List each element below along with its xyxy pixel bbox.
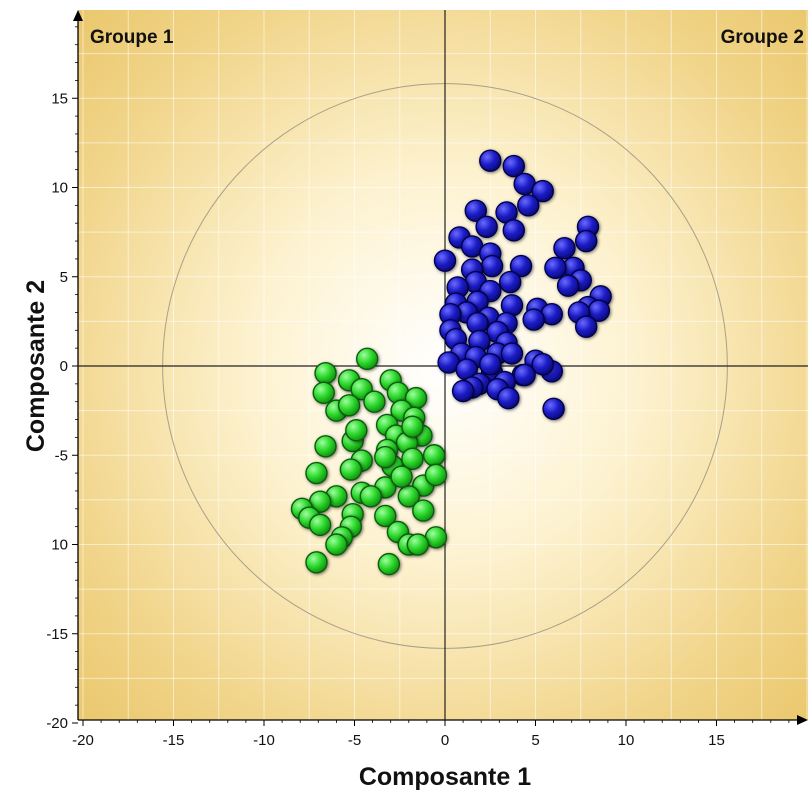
green-point <box>374 445 397 469</box>
blue-point <box>451 379 475 403</box>
blue-point <box>479 353 502 376</box>
group-2-label: Groupe 2 <box>721 27 804 48</box>
green-point <box>359 485 382 508</box>
green-point <box>390 465 413 488</box>
blue-point <box>500 342 524 365</box>
green-point <box>314 435 337 458</box>
blue-point <box>509 254 533 278</box>
blue-point <box>502 219 525 242</box>
green-point <box>374 504 397 528</box>
x-tick-label: 5 <box>531 732 539 749</box>
blue-point <box>433 249 457 272</box>
green-point <box>339 458 363 481</box>
x-tick-label: 10 <box>618 732 635 749</box>
x-tick-label: -20 <box>72 732 94 749</box>
blue-point <box>475 215 498 238</box>
blue-point <box>517 194 540 217</box>
green-point <box>355 347 379 371</box>
blue-point <box>479 149 502 172</box>
blue-point <box>544 256 567 280</box>
green-point <box>377 552 401 576</box>
green-point <box>314 361 337 385</box>
y-tick-label: -5 <box>55 447 68 464</box>
y-tick-label: -20 <box>46 715 68 732</box>
green-point <box>406 533 430 556</box>
green-point <box>401 447 424 471</box>
y-tick-label: -15 <box>46 626 68 643</box>
x-axis-arrow <box>797 715 808 725</box>
blue-point <box>542 397 565 421</box>
green-point <box>401 415 424 438</box>
green-point <box>412 499 435 522</box>
blue-point <box>464 199 487 222</box>
y-tick-label: 10 <box>51 537 68 554</box>
y-tick-label: 0 <box>60 358 68 375</box>
blue-point <box>553 236 576 260</box>
blue-point <box>513 363 536 387</box>
x-tick-label: -10 <box>253 732 275 749</box>
x-axis-title: Composante 1 <box>359 763 531 791</box>
blue-point <box>556 274 580 297</box>
green-point <box>363 390 386 413</box>
blue-point <box>522 308 545 331</box>
green-point <box>422 444 446 467</box>
blue-point <box>498 270 522 294</box>
blue-point <box>480 254 504 278</box>
x-tick-label: -15 <box>163 732 185 749</box>
green-point <box>345 419 368 442</box>
green-point <box>312 381 335 404</box>
x-tick-label: -5 <box>348 732 361 749</box>
ticks: -20 -15 -10 -5 0 5 10 15 -20 -15 10 -5 0 5 10 15 <box>46 26 790 749</box>
y-tick-label: 10 <box>51 180 68 197</box>
blue-point <box>497 386 520 410</box>
blue-point <box>531 353 554 376</box>
x-tick-label: 0 <box>441 732 449 749</box>
y-axis-title: Composante 2 <box>22 280 50 452</box>
y-tick-label: 15 <box>51 90 68 107</box>
x-tick-label: 15 <box>708 732 725 749</box>
y-tick-label: 5 <box>60 269 68 286</box>
grid <box>78 10 808 720</box>
green-point <box>325 533 348 556</box>
group-1-label: Groupe 1 <box>90 27 174 48</box>
green-point <box>308 513 332 537</box>
blue-point <box>502 154 525 178</box>
blue-point <box>574 229 598 253</box>
green-point <box>424 463 448 487</box>
blue-point <box>574 315 598 338</box>
data-points <box>290 149 612 576</box>
y-axis-arrow <box>73 10 83 21</box>
green-point <box>337 394 361 417</box>
blue-point <box>531 179 554 203</box>
green-point <box>305 461 328 485</box>
green-point <box>305 551 328 574</box>
green-point <box>397 485 420 508</box>
